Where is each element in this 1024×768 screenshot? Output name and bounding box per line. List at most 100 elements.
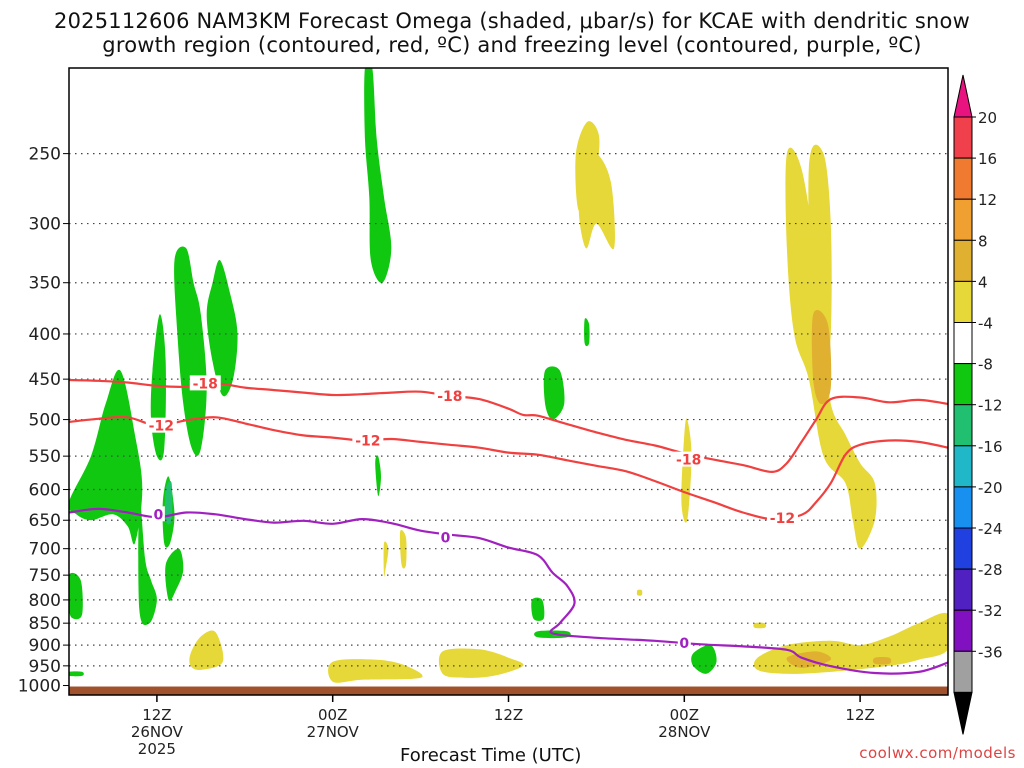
colorbar-label-12: -32 bbox=[978, 602, 1003, 620]
omega-region-6 bbox=[206, 259, 238, 397]
ytick-label-900: 900 bbox=[29, 636, 61, 656]
xtick-label-0-1: 26NOV bbox=[131, 723, 184, 741]
omega-region-32 bbox=[872, 656, 892, 665]
omega-region-10 bbox=[375, 455, 381, 497]
colorbar-label-13: -36 bbox=[978, 643, 1003, 661]
contour-label-bg-1 bbox=[145, 417, 177, 433]
pressure-axis: 2503003504004505005506006507007508008509… bbox=[18, 145, 69, 697]
contour-label-bg-7 bbox=[439, 529, 453, 545]
omega-region-28 bbox=[753, 622, 767, 629]
colorbar-label-10: -24 bbox=[978, 520, 1003, 538]
omega-region-8 bbox=[69, 671, 84, 677]
pressure-gridlines bbox=[69, 153, 948, 667]
ytick-label-700: 700 bbox=[29, 540, 61, 560]
omega-region-24 bbox=[681, 418, 692, 523]
ytick-label-850: 850 bbox=[29, 614, 61, 634]
colorbar-swatch-0 bbox=[953, 116, 973, 159]
ytick-label-300: 300 bbox=[29, 215, 61, 235]
xtick-label-2-0: 12Z bbox=[494, 706, 523, 724]
omega-region-22 bbox=[328, 659, 423, 683]
colorbar-label-7: -12 bbox=[978, 397, 1003, 415]
omega-region-27 bbox=[753, 613, 948, 674]
colorbar-swatch-5 bbox=[953, 322, 973, 365]
omega-region-21 bbox=[189, 630, 224, 671]
ytick-label-750: 750 bbox=[29, 566, 61, 586]
colorbar-swatch-2 bbox=[953, 198, 973, 241]
contour-line-minus12 bbox=[69, 415, 948, 521]
contour-label-4: -18 bbox=[676, 453, 701, 469]
contour-label-bg-5 bbox=[766, 509, 798, 525]
ytick-label-250: 250 bbox=[29, 145, 61, 165]
contour-label-0: -18 bbox=[193, 376, 218, 392]
omega-region-23 bbox=[438, 648, 524, 678]
xtick-label-1-1: 27NOV bbox=[307, 723, 360, 741]
contour-label-1: -12 bbox=[149, 419, 174, 435]
xtick-label-3-1: 28NOV bbox=[658, 723, 711, 741]
contour-label-7: 0 bbox=[441, 531, 451, 547]
colorbar-label-4: 4 bbox=[978, 273, 988, 291]
ytick-label-650: 650 bbox=[29, 511, 61, 531]
ground-surface bbox=[69, 686, 948, 695]
temperature-contours: -18 -12 -18 -12 -18 -12 0 0 0 bbox=[69, 375, 948, 675]
ytick-label-950: 950 bbox=[29, 657, 61, 677]
ground-bar bbox=[69, 686, 948, 695]
omega-colorbar: 20 16 12 8 4 -4 -8 -12 -16 -20 -24 -28 -32 -36 bbox=[953, 74, 1003, 735]
xtick-label-0-0: 12Z bbox=[142, 706, 171, 724]
omega-region-29 bbox=[636, 589, 643, 596]
omega-shaded-layer bbox=[69, 68, 948, 683]
omega-region-12 bbox=[584, 318, 590, 347]
colorbar-label-6: -8 bbox=[978, 356, 993, 374]
omega-region-19 bbox=[383, 541, 389, 577]
omega-region-13 bbox=[531, 597, 545, 621]
colorbar-swatch-3 bbox=[953, 239, 973, 282]
colorbar-swatch-1 bbox=[953, 157, 973, 200]
omega-region-1 bbox=[138, 495, 157, 626]
xtick-label-1-0: 00Z bbox=[318, 706, 347, 724]
omega-region-11 bbox=[543, 366, 565, 420]
xtick-label-3-0: 00Z bbox=[670, 706, 699, 724]
ytick-label-600: 600 bbox=[29, 481, 61, 501]
contour-label-6: 0 bbox=[153, 507, 163, 523]
contour-label-8: 0 bbox=[679, 636, 689, 652]
omega-region-20 bbox=[399, 530, 407, 569]
xtick-label-4-0: 12Z bbox=[845, 706, 874, 724]
ytick-label-1000: 1000 bbox=[18, 677, 61, 697]
colorbar-bottom-arrow bbox=[953, 691, 973, 735]
omega-region-18 bbox=[575, 121, 600, 212]
colorbar-label-3: 8 bbox=[978, 232, 988, 250]
omega-region-15 bbox=[691, 644, 717, 674]
contour-label-bg-2 bbox=[434, 387, 466, 403]
contour-label-3: -12 bbox=[355, 433, 380, 449]
contour-label-bg-6 bbox=[151, 506, 165, 522]
ytick-label-450: 450 bbox=[29, 370, 61, 390]
colorbar-swatch-12 bbox=[953, 609, 973, 652]
colorbar-swatch-9 bbox=[953, 486, 973, 529]
site-credit: coolwx.com/models bbox=[859, 744, 1016, 762]
chart-title-line-2: growth region (contoured, red, ºC) and f… bbox=[102, 33, 922, 57]
contour-label-2: -18 bbox=[437, 389, 462, 405]
chart-title-line-1: 2025112606 NAM3KM Forecast Omega (shaded… bbox=[54, 9, 970, 33]
colorbar-swatch-6 bbox=[953, 363, 973, 406]
colorbar-swatch-7 bbox=[953, 404, 973, 447]
colorbar-swatch-4 bbox=[953, 280, 973, 323]
colorbar-swatch-8 bbox=[953, 445, 973, 488]
colorbar-label-2: 12 bbox=[978, 191, 997, 209]
omega-region-7 bbox=[69, 572, 83, 620]
x-axis-title: Forecast Time (UTC) bbox=[400, 745, 582, 766]
contour-label-5: -12 bbox=[770, 511, 795, 527]
colorbar-label-0: 20 bbox=[978, 109, 997, 127]
omega-region-5 bbox=[174, 246, 207, 456]
ytick-label-350: 350 bbox=[29, 274, 61, 294]
contour-line-freezing bbox=[69, 507, 948, 675]
ytick-label-500: 500 bbox=[29, 411, 61, 431]
xtick-label-0-2: 2025 bbox=[138, 740, 176, 758]
contour-label-bg-3 bbox=[352, 432, 384, 448]
omega-region-25 bbox=[785, 147, 877, 549]
contour-label-bg-4 bbox=[673, 451, 705, 467]
omega-region-0 bbox=[69, 369, 143, 545]
colorbar-top-arrow bbox=[953, 74, 973, 118]
contour-line-minus18 bbox=[69, 378, 948, 473]
colorbar-swatch-11 bbox=[953, 568, 973, 611]
